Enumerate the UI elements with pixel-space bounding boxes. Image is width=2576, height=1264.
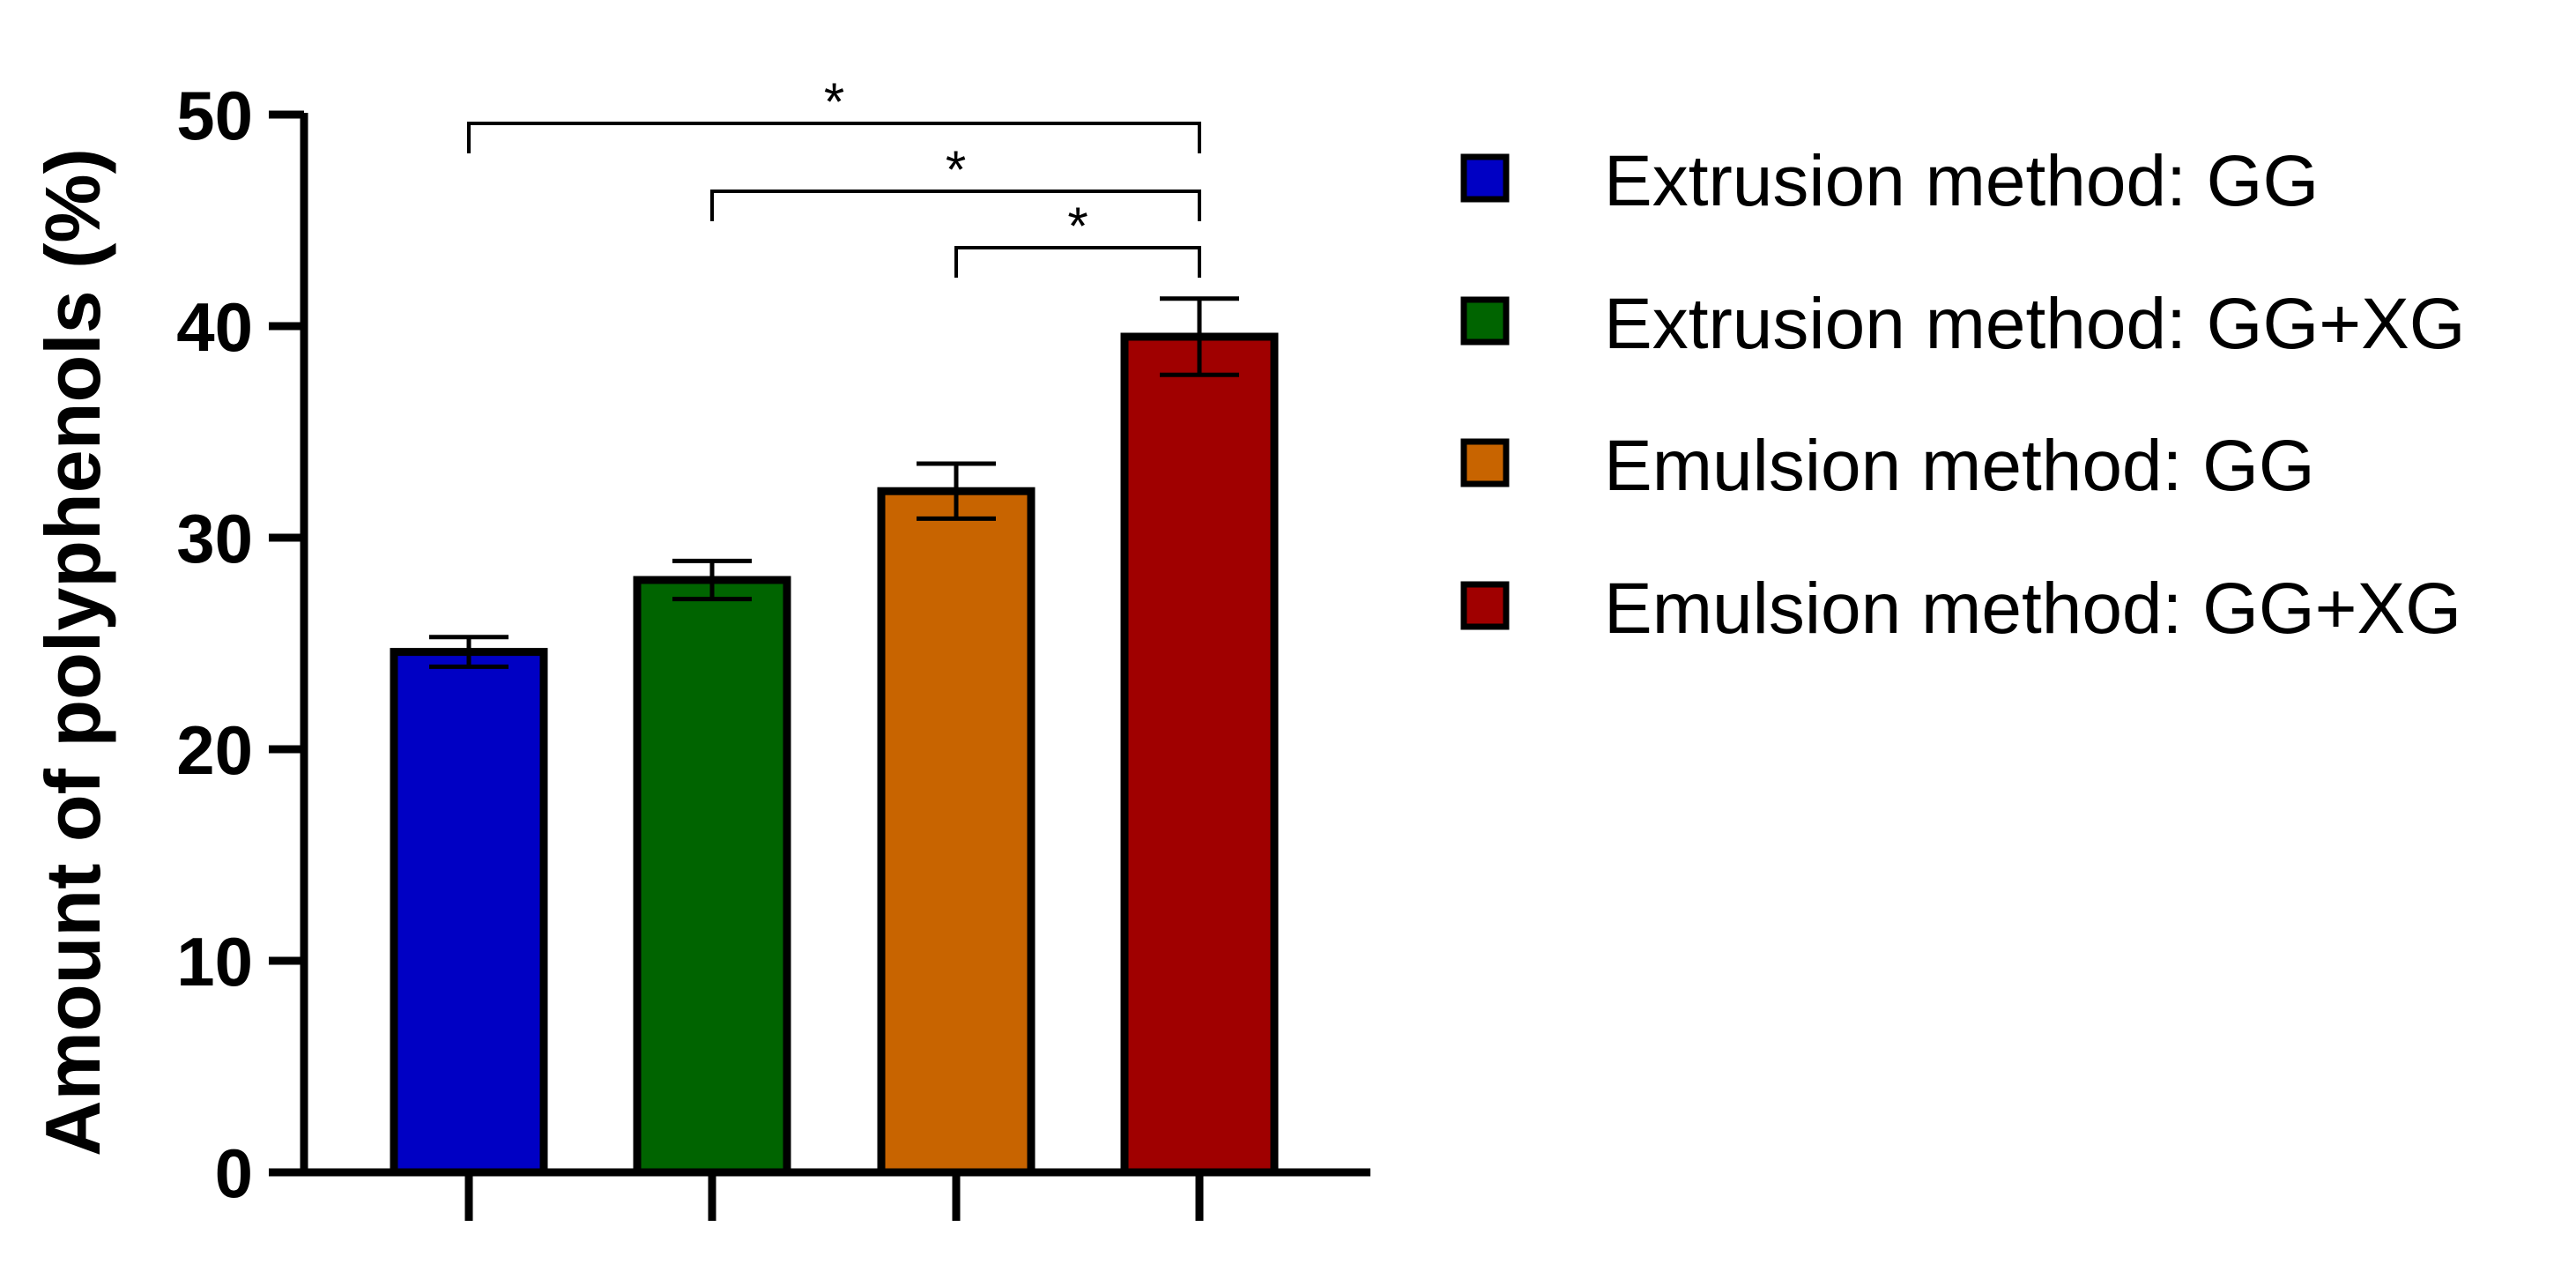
legend-swatch bbox=[1460, 438, 1510, 487]
significance-label: * bbox=[824, 72, 844, 131]
significance-brackets: * * * bbox=[467, 72, 1201, 278]
bar bbox=[1120, 332, 1279, 1177]
significance-bracket bbox=[467, 122, 1201, 153]
legend-label: Extrusion method: GG+XG bbox=[1604, 284, 2466, 364]
y-tick-label: 20 bbox=[176, 711, 253, 789]
significance-label: * bbox=[1067, 197, 1088, 256]
legend-swatch bbox=[1460, 296, 1510, 346]
legend-swatch bbox=[1460, 153, 1510, 203]
bar bbox=[633, 576, 791, 1177]
y-axis-ticks: 0 10 20 30 40 50 bbox=[176, 77, 304, 1212]
legend-swatch bbox=[1460, 581, 1510, 630]
bars bbox=[390, 332, 1279, 1177]
legend-label: Emulsion method: GG+XG bbox=[1604, 569, 2461, 649]
y-tick-label: 50 bbox=[176, 77, 253, 154]
y-tick-label: 10 bbox=[176, 923, 253, 1000]
bar bbox=[877, 487, 1036, 1177]
y-tick-label: 0 bbox=[215, 1134, 253, 1212]
significance-label: * bbox=[946, 140, 966, 199]
error-bars bbox=[429, 296, 1239, 669]
bar bbox=[390, 648, 548, 1177]
legend-label: Emulsion method: GG bbox=[1604, 426, 2315, 506]
y-tick-label: 30 bbox=[176, 500, 253, 577]
x-axis-ticks bbox=[464, 1172, 1204, 1221]
y-tick-label: 40 bbox=[176, 288, 253, 366]
legend-label: Extrusion method: GG bbox=[1604, 141, 2319, 221]
significance-bracket bbox=[710, 190, 1201, 221]
significance-bracket bbox=[954, 246, 1201, 278]
legend: Extrusion method: GG Extrusion method: GG… bbox=[1460, 141, 2466, 649]
y-axis-label: Amount of polyphenols (%) bbox=[29, 148, 116, 1156]
